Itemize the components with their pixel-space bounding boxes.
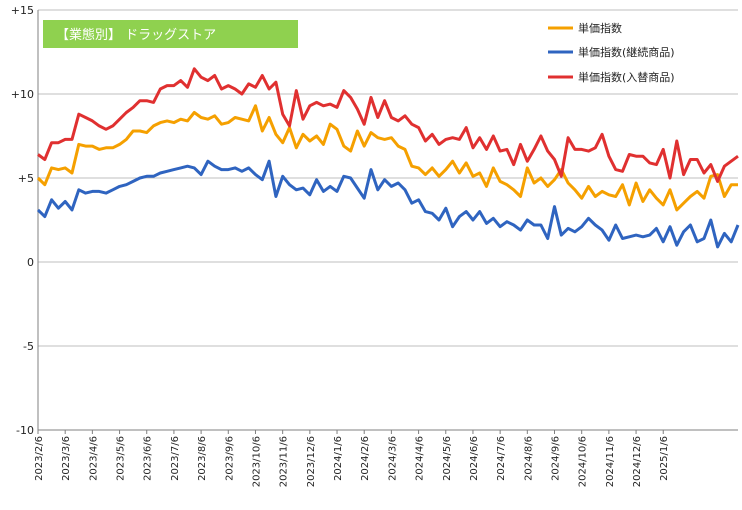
series-lines — [36, 67, 740, 249]
y-tick-label: -5 — [23, 340, 34, 353]
y-tick-label: +5 — [18, 172, 34, 185]
y-tick-label: -10 — [16, 424, 34, 437]
legend: 単価指数 単価指数(継続商品) 単価指数(入替商品) — [548, 21, 675, 84]
y-tick-label: +15 — [11, 4, 34, 17]
x-tick-label: 2023/4/6 — [88, 436, 99, 481]
category-badge-text: 【業態別】 ドラッグストア — [56, 27, 216, 43]
x-tick-label: 2024/11/6 — [605, 436, 616, 487]
y-tick-label: 0 — [27, 256, 34, 269]
x-tick-label: 2023/11/6 — [279, 436, 290, 487]
x-tick-label: 2023/8/6 — [197, 436, 208, 481]
legend-label-unit-price-replacement: 単価指数(入替商品) — [578, 70, 675, 84]
x-tick-label: 2023/3/6 — [61, 436, 72, 481]
x-axis-ticks: 2023/2/6 2023/3/6 2023/4/6 2023/5/6 2023/6/6… — [34, 430, 670, 487]
x-tick-label: 2023/7/6 — [170, 436, 181, 481]
x-tick-label: 2025/1/6 — [659, 436, 670, 481]
x-tick-label: 2023/10/6 — [251, 436, 262, 487]
category-badge-background — [43, 20, 298, 48]
x-tick-label: 2024/6/6 — [469, 436, 480, 481]
x-tick-label: 2024/3/6 — [387, 436, 398, 481]
axes — [37, 10, 738, 431]
x-tick-label: 2024/8/6 — [523, 436, 534, 481]
x-tick-label: 2024/10/6 — [578, 436, 589, 487]
x-tick-label: 2023/12/6 — [306, 436, 317, 487]
x-tick-label: 2023/9/6 — [224, 436, 235, 481]
x-tick-label: 2023/6/6 — [143, 436, 154, 481]
series-line-unit-price-replacement — [37, 67, 739, 183]
y-axis-ticks: +15 +10 +5 0 -5 -10 — [11, 4, 34, 437]
x-tick-label: 2024/2/6 — [360, 436, 371, 481]
x-tick-label: 2024/5/6 — [442, 436, 453, 481]
legend-label-unit-price: 単価指数 — [578, 21, 622, 35]
x-tick-label: 2023/2/6 — [34, 436, 45, 481]
x-tick-label: 2024/4/6 — [415, 436, 426, 481]
x-tick-label: 2024/12/6 — [632, 436, 643, 487]
legend-label-unit-price-continuing: 単価指数(継続商品) — [578, 45, 675, 59]
x-tick-label: 2024/7/6 — [496, 436, 507, 481]
x-tick-label: 2024/1/6 — [333, 436, 344, 481]
category-badge: 【業態別】 ドラッグストア — [43, 20, 298, 48]
x-tick-label: 2023/5/6 — [116, 436, 127, 481]
series-line-unit-price — [36, 104, 738, 212]
x-tick-label: 2024/9/6 — [551, 436, 562, 481]
y-tick-label: +10 — [11, 88, 34, 101]
series-line-unit-price-continuing — [36, 159, 740, 249]
